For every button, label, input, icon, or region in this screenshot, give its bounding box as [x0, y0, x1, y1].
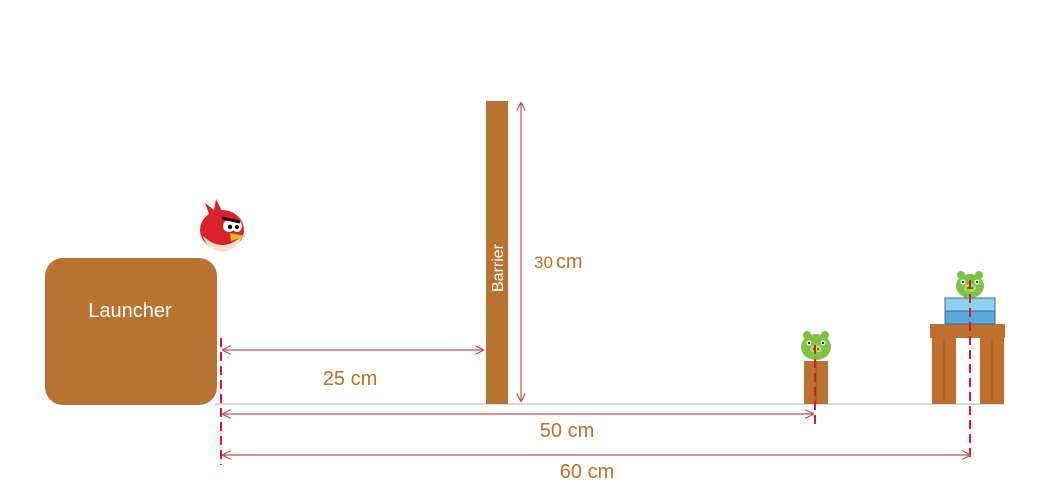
barrier-height-label: 30 cm: [534, 251, 583, 273]
barrier-label: Barrier: [490, 243, 507, 292]
launcher-block: [45, 258, 217, 405]
launcher: Launcher: [45, 258, 217, 405]
barrier-height-value: 30: [534, 253, 553, 272]
barrier: Barrier: [486, 101, 508, 404]
dimension-label-60: 60 cm: [560, 461, 614, 483]
barrier-block: [486, 101, 508, 404]
pig-on-table: [930, 271, 1005, 404]
table-top: [930, 324, 1005, 338]
barrier-height-unit: cm: [556, 251, 583, 273]
red-bird-icon: [200, 199, 246, 252]
dimension-label-25: 25 cm: [323, 368, 377, 390]
dimension-label-50: 50 cm: [540, 420, 594, 442]
launcher-label: Launcher: [88, 300, 172, 322]
